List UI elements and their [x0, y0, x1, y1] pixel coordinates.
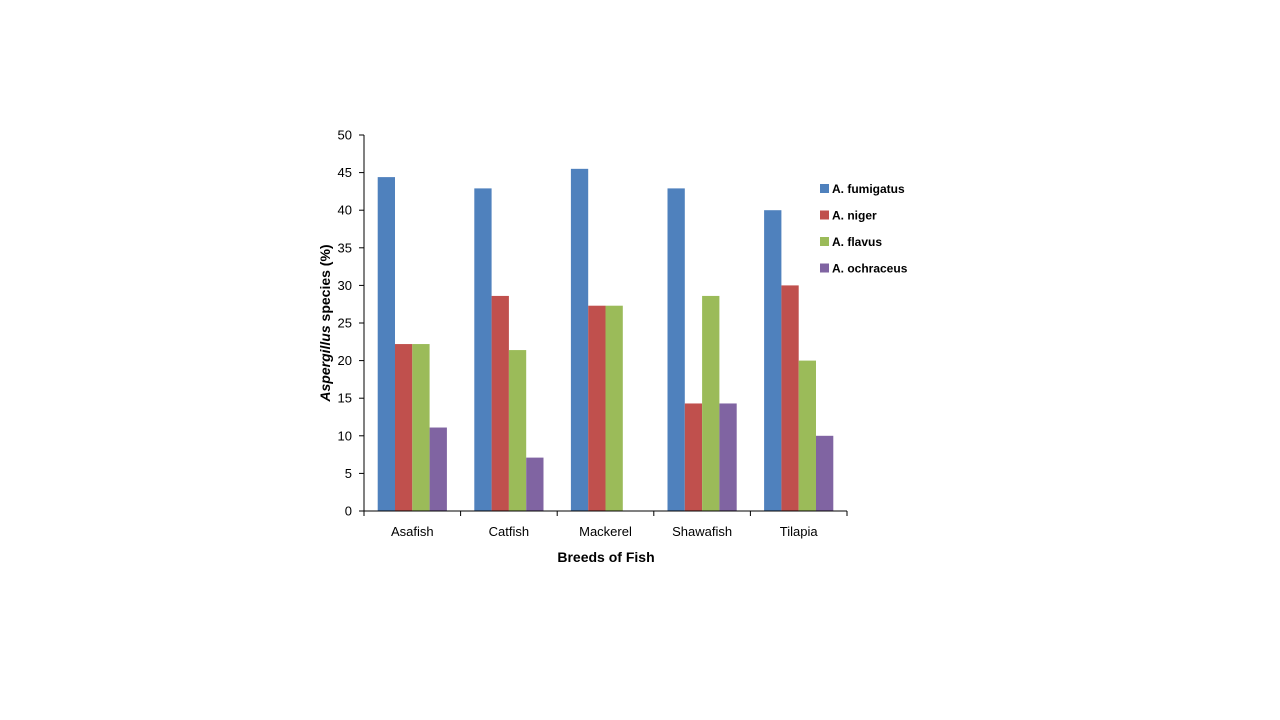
bar [684, 403, 703, 511]
y-tick-label: 20 [338, 353, 352, 368]
legend: A. fumigatus A. niger A. flavus A. ochraceu… [820, 182, 908, 276]
y-axis-title-italic: Aspergillus [317, 325, 333, 402]
bar [702, 295, 720, 511]
y-axis-title: Aspergillus species (%) [317, 244, 333, 402]
bar [798, 360, 816, 511]
bar [781, 285, 799, 511]
bar [764, 210, 782, 511]
y-tick-label: 15 [338, 391, 352, 406]
bar [474, 188, 492, 511]
legend-label: A. ochraceus [832, 262, 908, 276]
x-axis-ticks: Asafish Catfish Mackerel Shawafish Tilapia [363, 511, 848, 539]
x-tick-label: Mackerel [579, 524, 632, 539]
bar [377, 177, 395, 511]
y-tick-label: 45 [338, 165, 352, 180]
legend-label: A. fumigatus [832, 182, 905, 196]
bar [667, 188, 685, 511]
bar [588, 305, 606, 511]
x-tick-label: Asafish [391, 524, 434, 539]
y-tick-label: 35 [338, 240, 352, 255]
legend-swatch [820, 210, 829, 220]
y-tick-label: 5 [345, 466, 352, 481]
bar [491, 295, 509, 511]
y-tick-label: 30 [338, 278, 352, 293]
legend-swatch [820, 237, 829, 246]
bar [605, 305, 623, 511]
y-tick-label: 0 [345, 504, 352, 519]
bar [526, 457, 544, 511]
bar [570, 168, 589, 511]
bar [429, 427, 447, 511]
bar [412, 344, 430, 511]
y-tick-label: 25 [338, 316, 352, 331]
legend-label: A. niger [832, 209, 877, 223]
y-axis-title-rest: species (%) [317, 244, 333, 325]
y-tick-label: 40 [338, 203, 352, 218]
legend-label: A. flavus [832, 235, 882, 249]
legend-swatch [820, 263, 829, 273]
y-tick-label: 10 [338, 428, 352, 443]
x-tick-label: Shawafish [672, 524, 732, 539]
y-axis-ticks: 0 5 10 15 20 25 30 35 40 45 50 [338, 128, 364, 519]
bar [508, 350, 527, 511]
x-tick-label: Tilapia [780, 524, 819, 539]
bars [377, 168, 834, 511]
bar [816, 435, 834, 511]
x-axis-title: Breeds of Fish [557, 549, 654, 565]
bar [719, 403, 737, 511]
legend-swatch [820, 184, 829, 193]
x-tick-label: Catfish [489, 524, 529, 539]
y-tick-label: 50 [338, 128, 352, 143]
bar [395, 344, 413, 511]
